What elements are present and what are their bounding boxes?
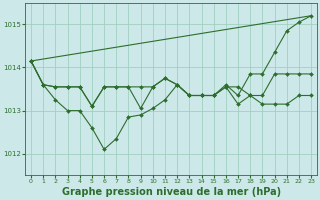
X-axis label: Graphe pression niveau de la mer (hPa): Graphe pression niveau de la mer (hPa)	[61, 187, 281, 197]
